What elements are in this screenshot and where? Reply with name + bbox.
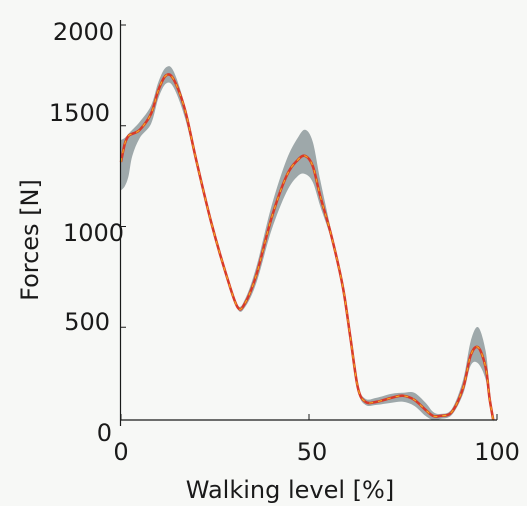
y-tick-label-1500: 1500 [49, 99, 110, 127]
y-tick-label-2000: 2000 [53, 18, 114, 46]
x-tick-label-100: 100 [474, 438, 520, 466]
x-tick-label-50: 50 [297, 438, 328, 466]
mean-line-dashed-overlay [121, 74, 493, 420]
y-tick-label-0: 0 [97, 419, 112, 447]
y-axis-title: Forces [N] [16, 179, 44, 301]
mean-line [121, 74, 493, 420]
y-tick-label-1000: 1000 [63, 219, 124, 247]
variability-band [121, 66, 493, 422]
y-tick-label-500: 500 [64, 308, 110, 336]
x-tick-label-0: 0 [113, 438, 128, 466]
x-axis-title: Walking level [%] [186, 476, 394, 504]
std-band-area [121, 66, 493, 422]
mean-force-line [121, 74, 493, 420]
